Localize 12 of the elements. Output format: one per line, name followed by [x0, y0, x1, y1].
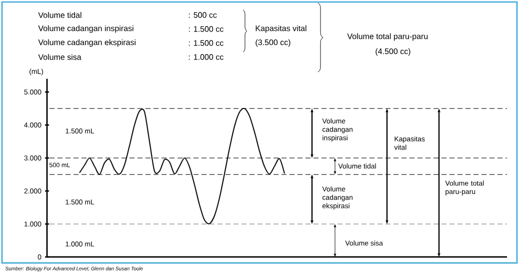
- text: : 1.500 cc: [188, 26, 224, 32]
- text: : 500 cc: [188, 12, 217, 18]
- text: Volume cadangan inspirasi: [38, 25, 134, 33]
- text: Volume cadangan ekspirasi: [38, 39, 136, 47]
- text: : 1.000 cc: [188, 54, 224, 60]
- text: Volume tidal: [38, 12, 82, 18]
- text: (4.500 cc): [376, 48, 410, 56]
- text: : 1.500 cc: [188, 40, 224, 46]
- text: Kapasitas vital: [256, 25, 306, 33]
- text: (3.500 cc): [256, 39, 290, 47]
- text: Volume sisa: [38, 54, 82, 60]
- text: Volume total paru-paru: [347, 33, 428, 41]
